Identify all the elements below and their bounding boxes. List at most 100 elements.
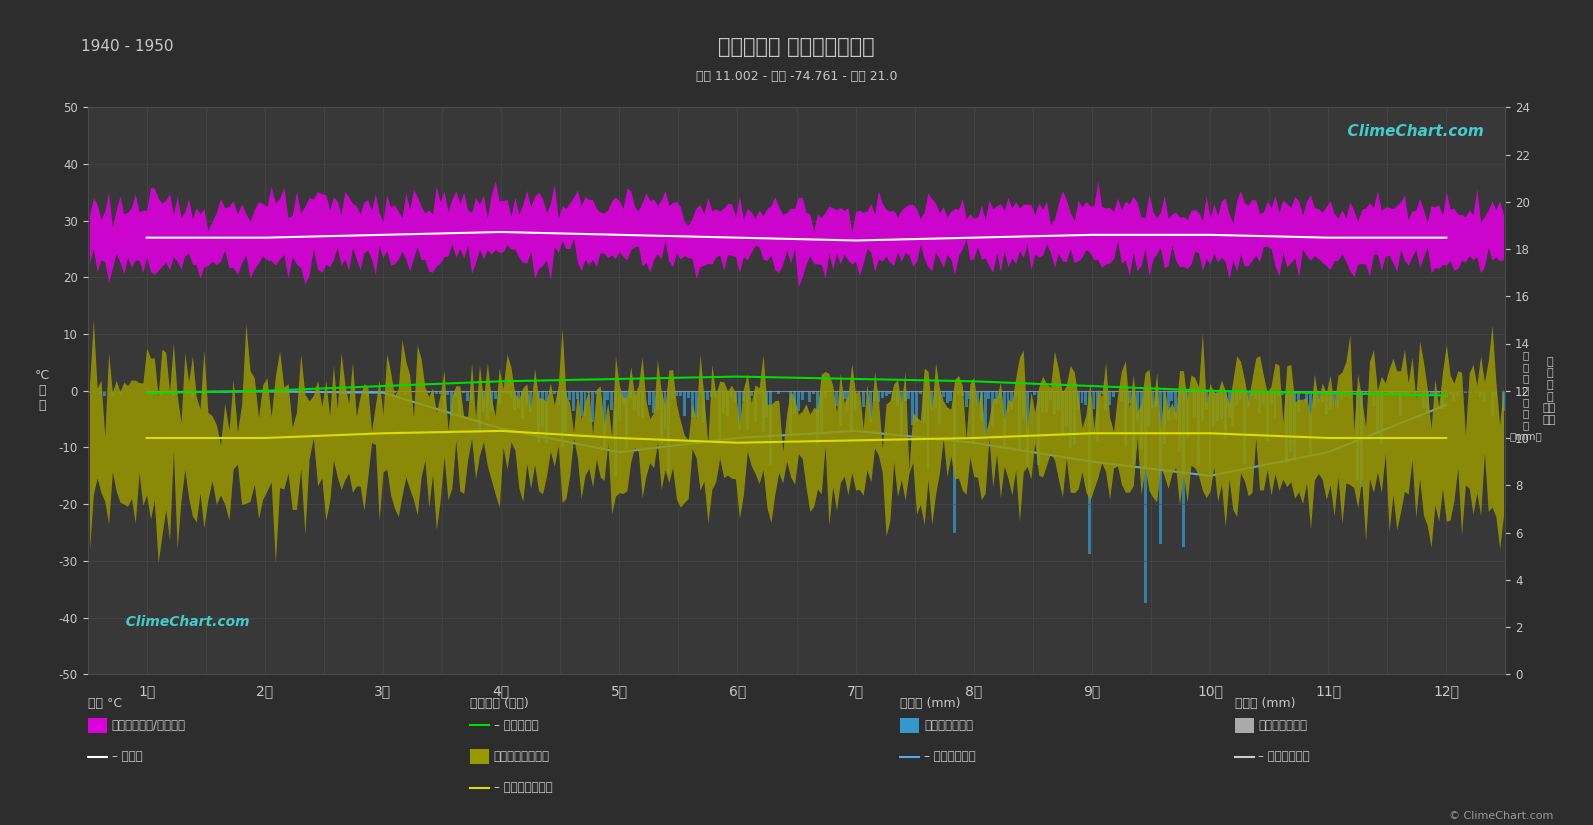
Bar [210,391,213,392]
Bar [961,391,964,396]
Bar [118,391,121,394]
Bar [1337,391,1340,408]
Bar [1166,391,1169,421]
Bar [1018,391,1021,451]
Bar [1286,391,1289,464]
Bar [984,391,986,435]
Bar [1464,391,1467,393]
Bar [115,391,118,392]
Bar [777,391,781,394]
Bar [169,391,170,394]
Bar [1209,391,1212,474]
Bar [824,391,827,398]
Bar [358,391,362,393]
Bar [695,391,698,418]
Bar [1278,391,1281,396]
Text: 日ごとの降雪量: 日ごとの降雪量 [1258,719,1308,732]
Bar [1171,391,1174,401]
Bar [1080,391,1083,403]
Bar [393,391,397,394]
Bar [796,391,800,412]
Text: © ClimeChart.com: © ClimeChart.com [1448,811,1553,821]
Bar [1467,391,1470,393]
Bar [1352,391,1356,392]
Bar [914,391,918,422]
Bar [840,391,841,426]
Bar [1155,391,1158,407]
Bar [980,391,983,421]
Bar [862,391,865,407]
Bar [1486,391,1489,392]
Bar [427,391,430,394]
Text: – 月平均日照時間: – 月平均日照時間 [494,781,553,794]
Bar [656,391,660,409]
Bar [534,391,537,392]
Bar [207,391,209,393]
Bar [112,391,113,396]
Bar [691,391,693,417]
Bar [1305,391,1308,402]
Bar [1372,391,1375,408]
Bar [1317,391,1319,403]
Bar [679,391,682,396]
Bar [594,391,597,394]
Bar [1220,391,1223,419]
Text: 日照時間 (時間): 日照時間 (時間) [470,697,529,710]
Bar [1010,391,1013,408]
Bar [1125,391,1126,446]
Bar [1093,391,1096,409]
Bar [199,391,202,392]
Bar [1042,391,1043,412]
Bar [957,391,961,395]
Bar [1179,391,1180,452]
Bar [572,391,575,411]
Text: – 日中の時間: – 日中の時間 [494,719,538,732]
Bar [1196,391,1200,465]
Bar [1120,391,1123,401]
Bar [1231,391,1235,427]
Bar [1136,391,1139,422]
Bar [1376,391,1380,435]
Bar [104,391,107,396]
Bar [637,391,640,417]
Bar [1251,391,1254,397]
Bar [919,391,922,394]
Text: 1940 - 1950: 1940 - 1950 [81,40,174,54]
Bar [1270,391,1273,404]
Bar [1037,391,1040,465]
Bar [1243,391,1246,464]
Bar [1056,391,1059,411]
Bar [561,391,564,447]
Bar [1247,391,1249,407]
Bar [1442,391,1443,409]
Bar [908,391,911,398]
Bar [884,391,887,396]
Bar [489,391,492,412]
Bar [865,391,868,394]
Bar [494,391,497,398]
Bar [930,391,933,408]
Bar [1297,391,1300,412]
Bar [88,391,91,393]
Bar [1026,391,1029,468]
Bar [1212,391,1215,427]
Bar [1050,391,1051,399]
Bar [569,391,572,400]
Bar [1364,391,1367,394]
Bar [202,391,205,394]
Bar [1356,391,1359,480]
Bar [405,391,408,395]
Bar [497,391,500,404]
Bar [738,391,741,430]
Bar [895,391,898,406]
Text: 降雪量 (mm): 降雪量 (mm) [1235,697,1295,710]
Bar [808,391,811,402]
Bar [1309,391,1313,456]
Bar [1215,391,1219,421]
Bar [804,391,808,392]
Bar [339,391,342,392]
Bar [1313,391,1316,408]
Bar [1262,391,1265,405]
Bar [1069,391,1072,448]
Bar [903,391,906,401]
